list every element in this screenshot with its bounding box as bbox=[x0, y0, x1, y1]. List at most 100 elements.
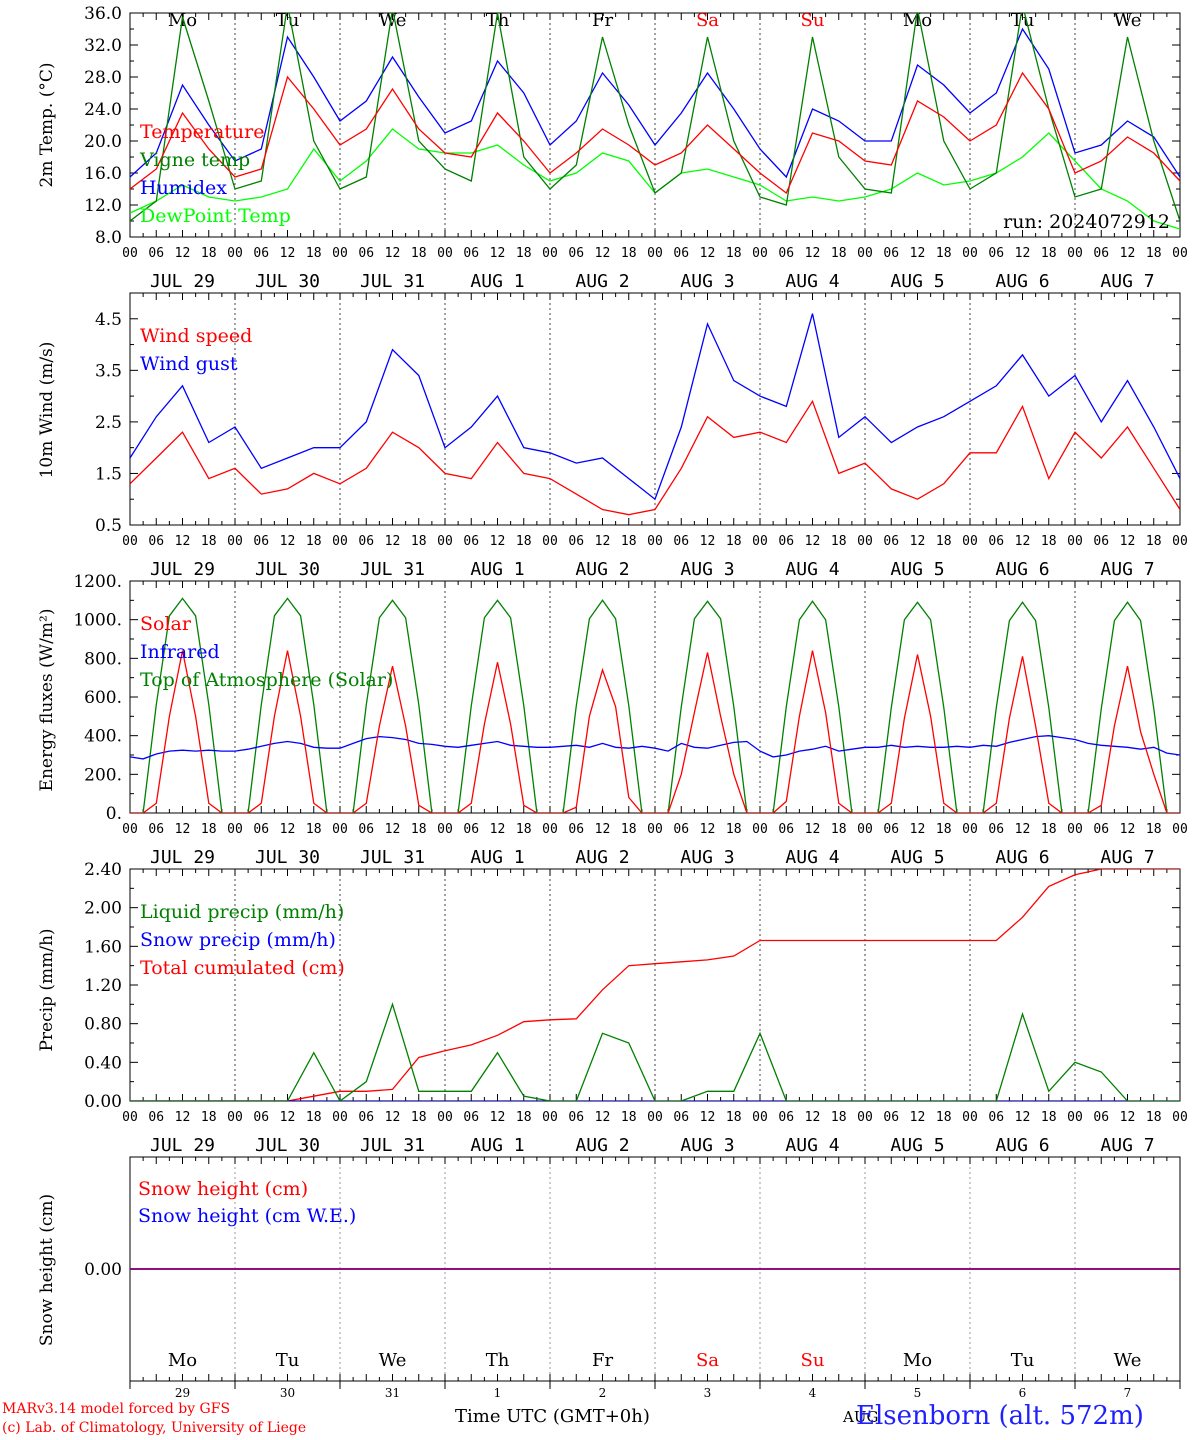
hour-label: 06 bbox=[988, 246, 1004, 261]
hour-label: 12 bbox=[280, 246, 296, 261]
date-label: AUG 3 bbox=[680, 1135, 734, 1156]
date-label: JUL 29 bbox=[150, 559, 215, 580]
hour-label: 00 bbox=[122, 822, 138, 837]
hour-label: 00 bbox=[332, 246, 348, 261]
day-name-label: We bbox=[1114, 1350, 1142, 1371]
hour-label: 06 bbox=[1093, 534, 1109, 549]
hour-label: 00 bbox=[227, 534, 243, 549]
y-tick-label: 0.80 bbox=[84, 1015, 122, 1035]
day-name-label: Th bbox=[486, 10, 510, 31]
hour-label: 12 bbox=[1015, 822, 1031, 837]
date-label: JUL 31 bbox=[360, 1135, 425, 1156]
y-tick-label: 600. bbox=[84, 688, 122, 708]
hour-label: 06 bbox=[253, 246, 269, 261]
hour-label: 00 bbox=[647, 1110, 663, 1125]
hour-label: 18 bbox=[831, 1110, 847, 1125]
hour-label: 00 bbox=[647, 534, 663, 549]
hour-label: 00 bbox=[962, 246, 978, 261]
date-label: JUL 31 bbox=[360, 271, 425, 292]
hour-label: 06 bbox=[358, 534, 374, 549]
hour-label: 18 bbox=[936, 534, 952, 549]
panel-1: 8.0 12.0 16.0 20.0 24.0 28.0 32.0 36.0 2m Temp. … bbox=[37, 4, 1188, 292]
y-tick-label: 2.00 bbox=[84, 899, 122, 919]
hour-label: 00 bbox=[122, 246, 138, 261]
hour-label: 00 bbox=[332, 534, 348, 549]
hour-label: 18 bbox=[411, 534, 427, 549]
hour-label: 00 bbox=[752, 246, 768, 261]
date-label: JUL 30 bbox=[255, 1135, 320, 1156]
date-label: JUL 30 bbox=[255, 847, 320, 868]
hour-label: 06 bbox=[988, 1110, 1004, 1125]
hour-label: 00 bbox=[437, 1110, 453, 1125]
date-label: AUG 4 bbox=[785, 847, 839, 868]
series-line-total-cumulated-cm bbox=[130, 869, 1180, 1101]
hour-label: 18 bbox=[411, 1110, 427, 1125]
hour-label: 12 bbox=[595, 822, 611, 837]
hour-label: 12 bbox=[280, 534, 296, 549]
x-axis-title: Time UTC (GMT+0h) bbox=[455, 1406, 650, 1427]
date-label: AUG 5 bbox=[890, 559, 944, 580]
panel-4: 0.00 0.40 0.80 1.20 1.60 2.00 2.40 Precip (mm/h… bbox=[37, 860, 1188, 1156]
hour-label: 00 bbox=[752, 534, 768, 549]
hour-label: 18 bbox=[516, 1110, 532, 1125]
hour-label: 18 bbox=[201, 534, 217, 549]
hour-label: 00 bbox=[647, 822, 663, 837]
hour-label: 00 bbox=[962, 534, 978, 549]
run-annotation: run: 2024072912 bbox=[1003, 211, 1170, 233]
hour-label: 00 bbox=[542, 246, 558, 261]
date-label: AUG 3 bbox=[680, 559, 734, 580]
hour-label: 06 bbox=[253, 1110, 269, 1125]
y-tick-label: 24.0 bbox=[84, 100, 122, 120]
series-line-top-of-atmosphere-solar bbox=[130, 597, 1180, 813]
hour-label: 18 bbox=[621, 246, 637, 261]
hour-label: 06 bbox=[883, 822, 899, 837]
date-label: AUG 4 bbox=[785, 559, 839, 580]
hour-label: 06 bbox=[568, 534, 584, 549]
date-label: AUG 1 bbox=[470, 559, 524, 580]
hour-label: 12 bbox=[1120, 534, 1136, 549]
day-number-label: 2 bbox=[599, 1386, 607, 1400]
hour-label: 12 bbox=[385, 534, 401, 549]
hour-label: 18 bbox=[201, 822, 217, 837]
hour-label: 12 bbox=[1015, 534, 1031, 549]
hour-label: 00 bbox=[332, 1110, 348, 1125]
hour-label: 06 bbox=[568, 246, 584, 261]
day-name-label: Mo bbox=[903, 10, 932, 31]
y-tick-label: 32.0 bbox=[84, 36, 122, 56]
hour-label: 18 bbox=[306, 822, 322, 837]
hour-label: 12 bbox=[595, 534, 611, 549]
legend-entry: Wind gust bbox=[140, 353, 238, 375]
y-tick-label: 8.0 bbox=[95, 228, 122, 248]
legend-entry: Infrared bbox=[140, 641, 220, 663]
y-axis-label: 2m Temp. (°C) bbox=[37, 62, 57, 187]
hour-label: 00 bbox=[542, 534, 558, 549]
date-label: JUL 31 bbox=[360, 847, 425, 868]
series-line-wind-speed bbox=[130, 399, 1180, 516]
hour-label: 18 bbox=[516, 246, 532, 261]
hour-label: 12 bbox=[1120, 1110, 1136, 1125]
hour-label: 18 bbox=[936, 246, 952, 261]
hour-label: 00 bbox=[437, 534, 453, 549]
hour-label: 12 bbox=[490, 822, 506, 837]
day-name-label: Sa bbox=[696, 10, 719, 31]
hour-label: 12 bbox=[280, 822, 296, 837]
legend-entry: Vigne temp bbox=[139, 149, 250, 171]
hour-label: 06 bbox=[253, 534, 269, 549]
hour-label: 00 bbox=[1067, 246, 1083, 261]
hour-label: 00 bbox=[1067, 1110, 1083, 1125]
hour-label: 18 bbox=[1146, 246, 1162, 261]
day-number-label: 1 bbox=[494, 1386, 502, 1400]
date-label: AUG 6 bbox=[995, 847, 1049, 868]
day-name-label: Sa bbox=[696, 1350, 719, 1371]
date-label: AUG 7 bbox=[1100, 271, 1154, 292]
y-tick-label: 1000. bbox=[73, 611, 122, 631]
hour-label: 06 bbox=[463, 1110, 479, 1125]
hour-label: 06 bbox=[673, 534, 689, 549]
hour-label: 12 bbox=[805, 1110, 821, 1125]
hour-label: 06 bbox=[778, 1110, 794, 1125]
hour-label: 06 bbox=[148, 822, 164, 837]
hour-label: 06 bbox=[778, 246, 794, 261]
date-label: AUG 5 bbox=[890, 847, 944, 868]
date-label: AUG 5 bbox=[890, 271, 944, 292]
